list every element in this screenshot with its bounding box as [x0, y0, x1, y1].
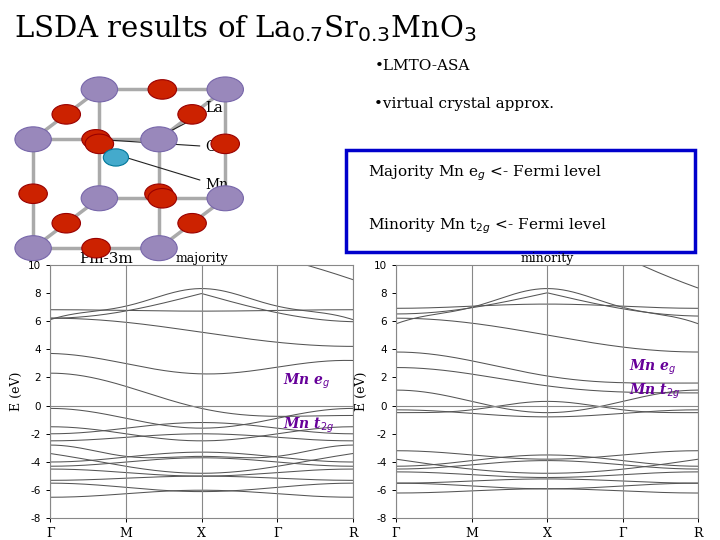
Circle shape [178, 213, 207, 233]
Circle shape [52, 213, 81, 233]
Circle shape [148, 188, 176, 208]
Y-axis label: E (eV): E (eV) [9, 372, 23, 411]
Circle shape [141, 127, 177, 152]
Text: Pm-3m: Pm-3m [79, 252, 133, 266]
Circle shape [207, 77, 243, 102]
Text: •LMTO-ASA: •LMTO-ASA [374, 59, 469, 73]
Circle shape [81, 77, 117, 102]
Circle shape [207, 186, 243, 211]
Circle shape [19, 184, 48, 204]
Text: Mn t$_{2g}$: Mn t$_{2g}$ [629, 381, 680, 401]
Text: •virtual crystal approx.: •virtual crystal approx. [374, 97, 554, 111]
Circle shape [104, 149, 128, 166]
Circle shape [211, 134, 240, 153]
Text: Majority Mn e$_g$ <- Fermi level: Majority Mn e$_g$ <- Fermi level [368, 164, 601, 184]
Text: Mn t$_{2g}$: Mn t$_{2g}$ [283, 415, 335, 435]
Circle shape [15, 235, 51, 261]
Circle shape [145, 184, 174, 204]
Circle shape [178, 105, 207, 124]
Title: minority: minority [521, 252, 574, 265]
Circle shape [82, 239, 110, 258]
Circle shape [52, 105, 81, 124]
Text: Mn: Mn [128, 158, 228, 192]
Circle shape [141, 235, 177, 261]
Circle shape [81, 186, 117, 211]
Circle shape [82, 130, 110, 149]
Text: LSDA results of La$_{0.7}$Sr$_{0.3}$MnO$_{3}$: LSDA results of La$_{0.7}$Sr$_{0.3}$MnO$… [14, 14, 477, 44]
Text: La: La [161, 101, 223, 136]
Text: Minority Mn t$_{2g}$ <- Fermi level: Minority Mn t$_{2g}$ <- Fermi level [368, 216, 606, 236]
Text: Mn e$_g$: Mn e$_g$ [629, 357, 676, 377]
Y-axis label: E (eV): E (eV) [355, 372, 369, 411]
FancyBboxPatch shape [346, 150, 695, 252]
Circle shape [85, 134, 114, 153]
Title: majority: majority [175, 252, 228, 265]
Circle shape [15, 127, 51, 152]
Text: O: O [99, 139, 217, 154]
Circle shape [148, 80, 176, 99]
Text: Mn e$_g$: Mn e$_g$ [283, 372, 330, 391]
